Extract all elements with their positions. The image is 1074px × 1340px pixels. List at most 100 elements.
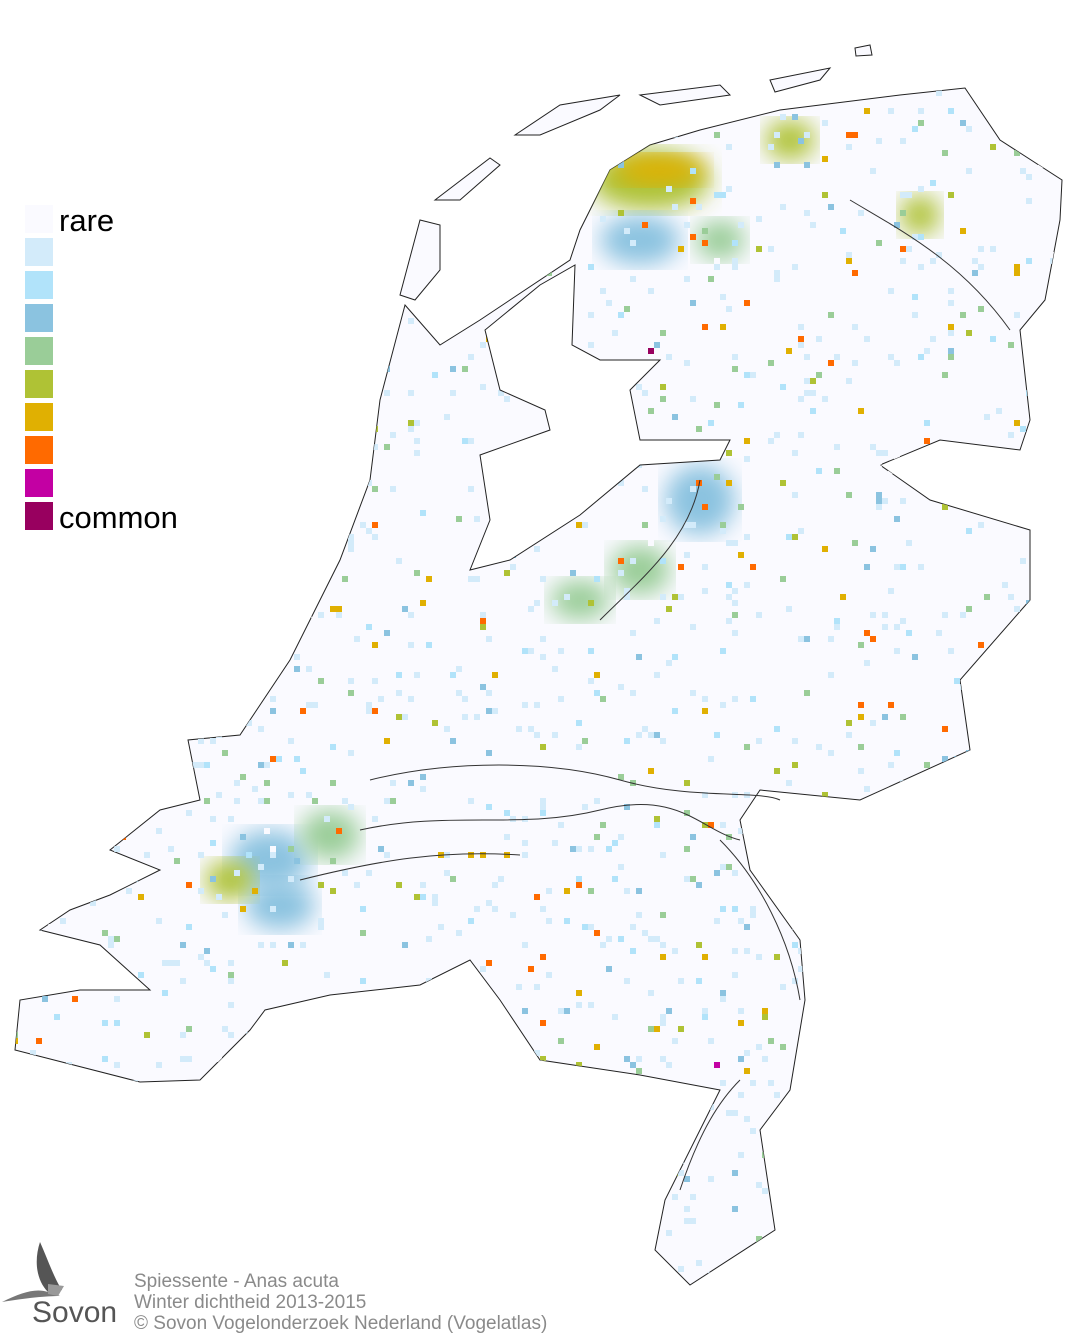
density-cell bbox=[942, 1008, 948, 1014]
density-cell bbox=[1020, 966, 1026, 972]
density-cell bbox=[762, 1008, 768, 1014]
density-cell bbox=[984, 966, 990, 972]
density-cell bbox=[630, 270, 636, 276]
density-cell bbox=[966, 330, 972, 336]
density-hotspot bbox=[900, 195, 940, 235]
density-cell bbox=[1026, 198, 1032, 204]
density-cell bbox=[378, 102, 384, 108]
density-cell bbox=[918, 186, 924, 192]
density-cell bbox=[858, 1134, 864, 1140]
density-cell bbox=[114, 612, 120, 618]
density-cell bbox=[474, 1104, 480, 1110]
density-cell bbox=[174, 408, 180, 414]
density-cell bbox=[846, 1092, 852, 1098]
density-cell bbox=[594, 168, 600, 174]
density-cell bbox=[480, 1116, 486, 1122]
density-cell bbox=[408, 696, 414, 702]
density-cell bbox=[414, 438, 420, 444]
density-cell bbox=[96, 744, 102, 750]
density-cell bbox=[876, 240, 882, 246]
density-cell bbox=[948, 648, 954, 654]
density-cell bbox=[678, 1026, 684, 1032]
density-cell bbox=[420, 1122, 426, 1128]
density-cell bbox=[336, 1242, 342, 1248]
density-cell bbox=[312, 108, 318, 114]
density-cell bbox=[1002, 840, 1008, 846]
density-cell bbox=[96, 342, 102, 348]
density-cell bbox=[648, 348, 654, 354]
density-cell bbox=[612, 330, 618, 336]
density-cell bbox=[564, 918, 570, 924]
density-cell bbox=[354, 426, 360, 432]
density-cell bbox=[144, 540, 150, 546]
density-cell bbox=[150, 744, 156, 750]
density-cell bbox=[42, 720, 48, 726]
density-cell bbox=[972, 462, 978, 468]
density-cell bbox=[222, 492, 228, 498]
density-cell bbox=[534, 894, 540, 900]
density-cell bbox=[1008, 342, 1014, 348]
density-cell bbox=[702, 1212, 708, 1218]
density-cell bbox=[372, 1122, 378, 1128]
density-cell bbox=[402, 1020, 408, 1026]
density-cell bbox=[528, 6, 534, 12]
density-cell bbox=[888, 588, 894, 594]
density-cell bbox=[972, 930, 978, 936]
density-cell bbox=[66, 1158, 72, 1164]
density-cell bbox=[720, 906, 726, 912]
density-cell bbox=[912, 1260, 918, 1266]
river-line bbox=[369, 764, 781, 801]
density-cell bbox=[522, 648, 528, 654]
density-cell bbox=[342, 1026, 348, 1032]
density-cell bbox=[96, 456, 102, 462]
density-cell bbox=[558, 1092, 564, 1098]
density-cell bbox=[612, 1014, 618, 1020]
density-cell bbox=[726, 540, 732, 546]
density-cell bbox=[102, 96, 108, 102]
density-cell bbox=[588, 1002, 594, 1008]
density-cell bbox=[840, 1272, 846, 1278]
density-cell bbox=[462, 90, 468, 96]
density-cell bbox=[360, 1194, 366, 1200]
density-cell bbox=[732, 630, 738, 636]
density-cell bbox=[690, 168, 696, 174]
density-cell bbox=[780, 1044, 786, 1050]
density-cell bbox=[834, 468, 840, 474]
density-cell bbox=[522, 42, 528, 48]
density-cell bbox=[972, 264, 978, 270]
density-cell bbox=[1008, 1182, 1014, 1188]
density-cell bbox=[1044, 1086, 1050, 1092]
density-cell bbox=[72, 996, 78, 1002]
density-cell bbox=[486, 804, 492, 810]
density-cell bbox=[114, 690, 120, 696]
density-cell bbox=[906, 192, 912, 198]
density-cell bbox=[540, 744, 546, 750]
density-cell bbox=[384, 444, 390, 450]
density-cell bbox=[468, 354, 474, 360]
density-cell bbox=[672, 1206, 678, 1212]
density-cell bbox=[606, 1086, 612, 1092]
density-cell bbox=[828, 750, 834, 756]
density-cell bbox=[618, 630, 624, 636]
density-cell bbox=[720, 192, 726, 198]
density-cell bbox=[726, 864, 732, 870]
density-cell bbox=[390, 432, 396, 438]
density-cell bbox=[156, 210, 162, 216]
density-cell bbox=[6, 702, 12, 708]
density-cell bbox=[468, 72, 474, 78]
density-cell bbox=[114, 336, 120, 342]
density-cell bbox=[480, 618, 486, 624]
density-cell bbox=[312, 1212, 318, 1218]
density-cell bbox=[468, 852, 474, 858]
density-cell bbox=[564, 162, 570, 168]
density-cell bbox=[960, 816, 966, 822]
density-cell bbox=[792, 1290, 798, 1296]
density-cell bbox=[750, 1026, 756, 1032]
density-cell bbox=[690, 834, 696, 840]
density-cell bbox=[1020, 780, 1026, 786]
density-cell bbox=[894, 360, 900, 366]
density-cell bbox=[372, 144, 378, 150]
density-cell bbox=[912, 234, 918, 240]
density-cell bbox=[870, 846, 876, 852]
density-cell bbox=[132, 1062, 138, 1068]
